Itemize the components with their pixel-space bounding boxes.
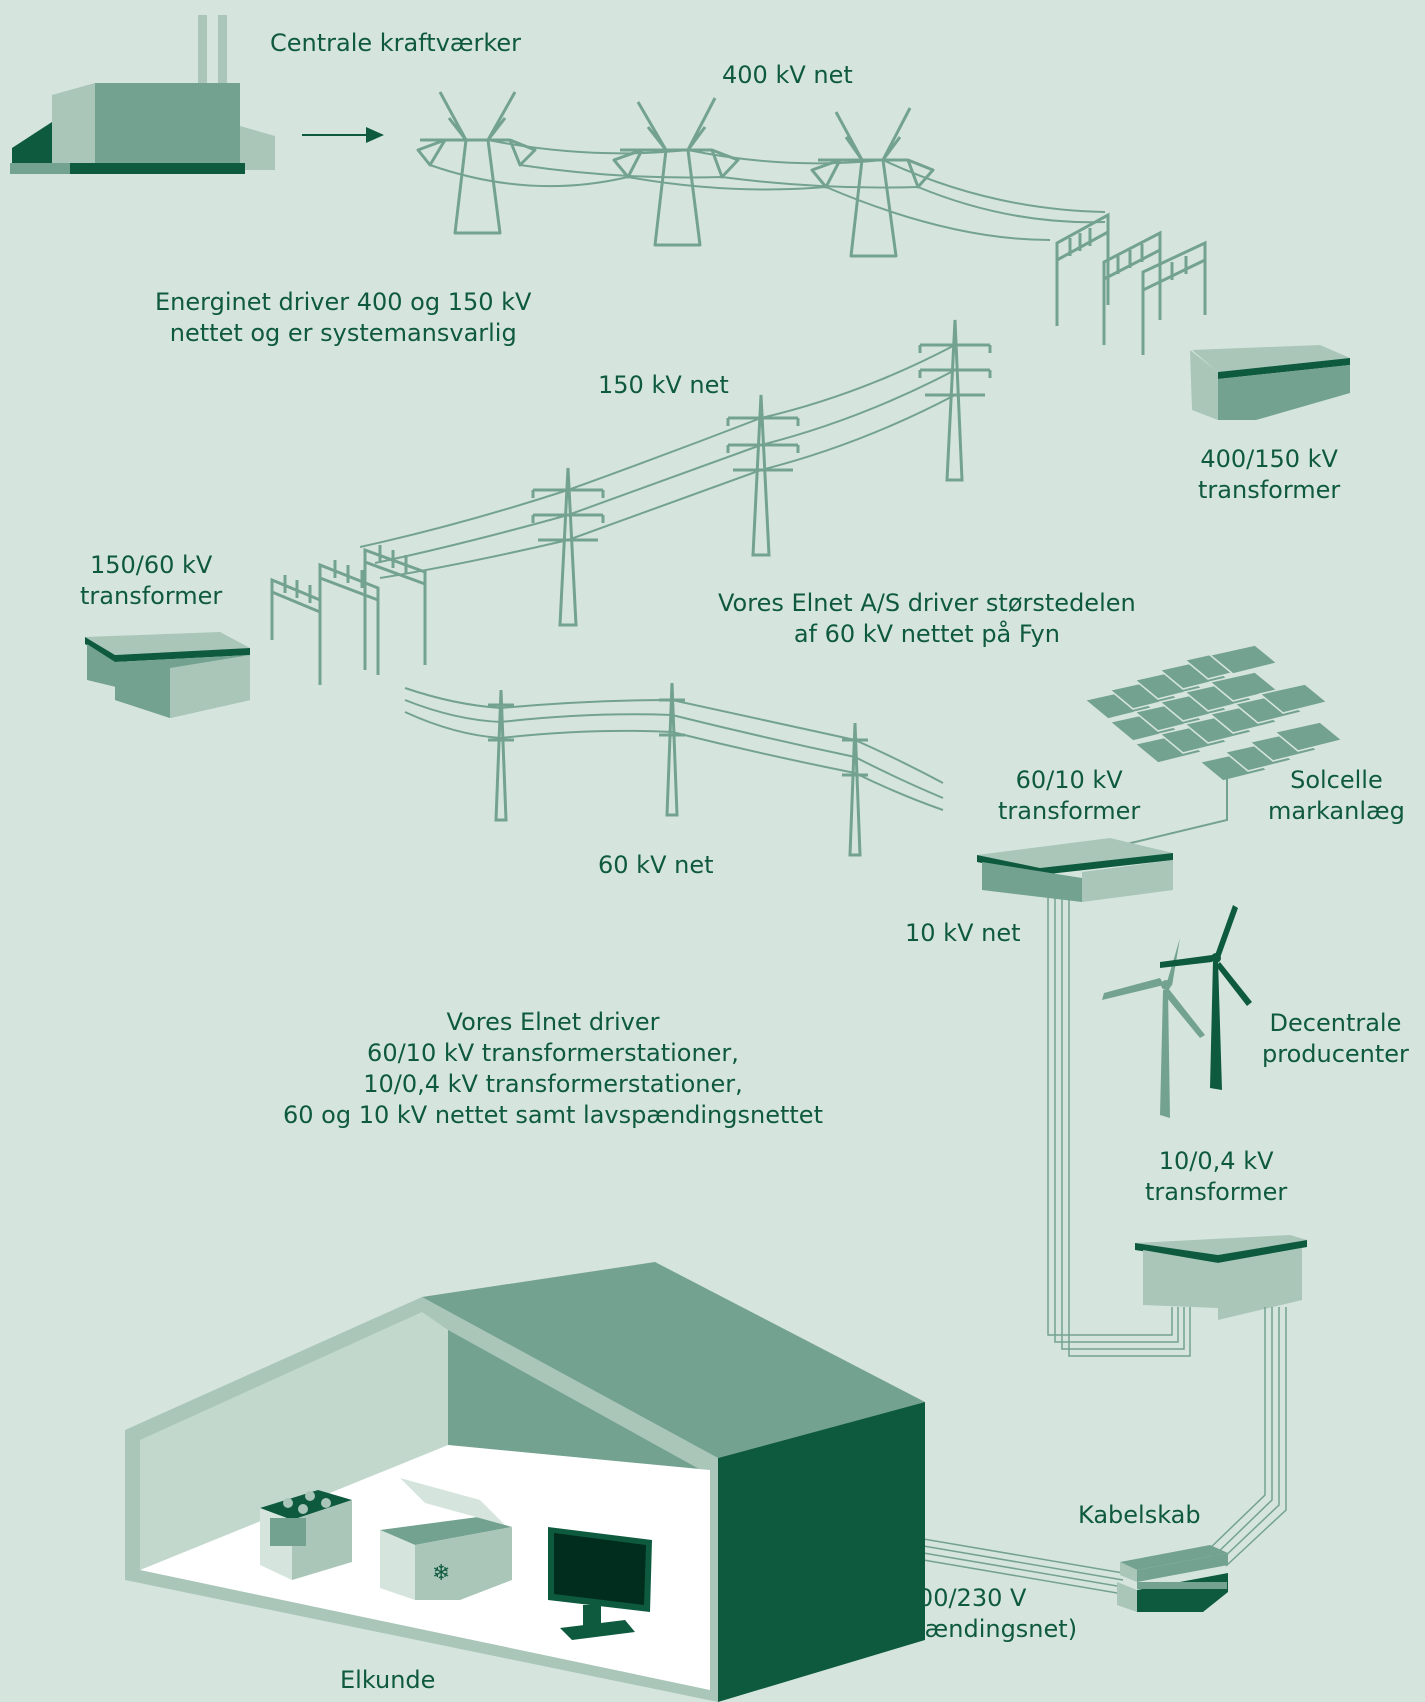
label-decentral: Decentrale producenter [1262,1009,1409,1068]
wind-turbines-icon [1102,905,1252,1118]
house-icon [125,1262,925,1702]
pylon-60kv [488,682,868,857]
label-vores-note: Vores Elnet driver 60/10 kV transformers… [283,1008,823,1129]
label-10kv-net: 10 kV net [905,919,1021,947]
pylon-400kv-1 [416,91,537,235]
label-transformer-10-04: 10/0,4 kV transformer [1145,1147,1288,1206]
label-power-plants: Centrale kraftværker [270,29,522,57]
label-solar: Solcelle markanlæg [1268,766,1405,825]
power-plant-icon [10,15,275,174]
label-low-voltage: 400/230 V (lavspændingsnet) [852,1584,1078,1643]
label-cable-cabinet: Kabelskab [1078,1501,1201,1529]
pylon-400kv-3 [810,107,935,258]
cable-cabinet-icon [1117,1545,1228,1612]
label-customer: Elkunde [340,1666,436,1694]
label-transformer-150-60: 150/60 kV transformer [80,551,223,610]
label-energinet-note: Energinet driver 400 og 150 kV nettet og… [155,288,532,347]
transformer-400-150-icon [1190,345,1350,420]
pylon-150kv [531,319,992,627]
label-transformer-60-10: 60/10 kV transformer [998,766,1141,825]
tv-icon [548,1527,652,1640]
label-60kv-net: 60 kV net [598,851,714,879]
label-vores-60-note: Vores Elnet A/S driver størstedelen af 6… [718,589,1136,648]
freezer-icon: ❄ [380,1478,512,1600]
cable-low-voltage [899,1307,1287,1595]
line-150kv-wires [359,344,956,579]
substation-gantry-150 [270,545,427,685]
pylon-400kv-2 [612,97,740,247]
line-400kv-wires [429,139,1106,241]
solar-connection [1109,760,1228,849]
transformer-60-10-icon [977,838,1173,902]
label-transformer-400-150: 400/150 kV transformer [1198,445,1341,504]
solar-array-icon [1083,644,1344,782]
line-60kv-wires [404,687,944,811]
transformer-150-60-icon [85,632,250,718]
svg-text:❄: ❄ [432,1561,450,1586]
label-400kv-net: 400 kV net [722,61,853,89]
cable-10kv [1047,895,1191,1357]
stove-icon [260,1490,352,1580]
transformer-10-04-icon [1135,1235,1307,1320]
substation-gantry-400 [1055,212,1207,355]
label-150kv-net: 150 kV net [598,371,729,399]
